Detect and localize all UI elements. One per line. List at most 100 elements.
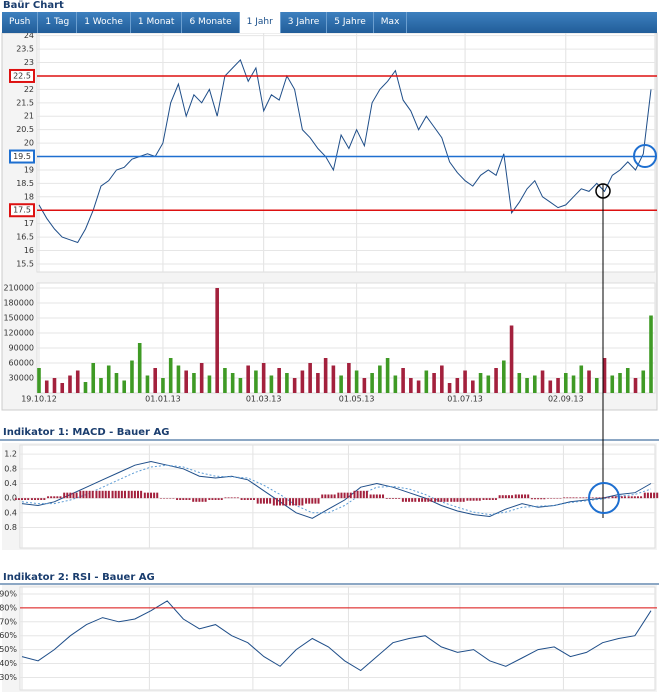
volume-bar bbox=[207, 375, 212, 393]
annotations bbox=[588, 144, 657, 518]
histogram-bar bbox=[114, 490, 117, 499]
histogram-bar bbox=[123, 490, 126, 499]
volume-bar bbox=[300, 370, 305, 393]
y-tick-label: 0.8 bbox=[4, 464, 17, 473]
y-tick-label: 17 bbox=[24, 219, 34, 228]
volume-bar bbox=[571, 375, 576, 393]
histogram-bar bbox=[30, 498, 33, 500]
y-tick-label: 210000 bbox=[3, 284, 34, 293]
histogram-bar bbox=[388, 498, 391, 499]
histogram-bar bbox=[369, 494, 372, 499]
histogram-bar bbox=[311, 498, 314, 504]
volume-bar bbox=[532, 375, 537, 393]
page-title: Baür Chart bbox=[3, 0, 64, 11]
histogram-bar bbox=[127, 490, 130, 499]
volume-bar bbox=[199, 363, 204, 393]
histogram-bar bbox=[176, 498, 179, 500]
volume-bar bbox=[137, 343, 142, 393]
histogram-bar bbox=[362, 490, 365, 499]
histogram-bar bbox=[301, 498, 304, 506]
tab[interactable]: Max bbox=[374, 12, 408, 33]
volume-bar bbox=[416, 380, 421, 393]
volume-bar bbox=[277, 368, 281, 393]
y-tick-label: 0.4 bbox=[4, 508, 17, 517]
tab[interactable]: 1 Jahr bbox=[239, 12, 281, 33]
volume-bar bbox=[99, 378, 103, 393]
line bbox=[21, 600, 652, 672]
histogram-bar bbox=[646, 492, 649, 499]
histogram-bar bbox=[111, 490, 114, 499]
histogram-bar bbox=[317, 498, 320, 504]
histogram-bar bbox=[427, 498, 430, 502]
histogram-bar bbox=[343, 492, 346, 499]
tab[interactable]: 1 Tag bbox=[38, 12, 78, 33]
volume-bar bbox=[509, 325, 514, 393]
histogram-bar bbox=[308, 498, 311, 504]
tab[interactable]: 3 Jahre bbox=[281, 12, 328, 33]
histogram-bar bbox=[550, 498, 553, 499]
histogram-bar bbox=[288, 498, 291, 506]
histogram-bar bbox=[82, 490, 85, 499]
histogram-bar bbox=[259, 498, 262, 504]
histogram-bar bbox=[466, 498, 469, 501]
histogram-bar bbox=[556, 498, 559, 499]
histogram-bar bbox=[233, 497, 236, 499]
volume-bar bbox=[316, 373, 320, 393]
histogram-bar bbox=[478, 498, 481, 501]
histogram-bar bbox=[421, 498, 424, 502]
histogram-bar bbox=[456, 498, 459, 502]
histogram-bar bbox=[66, 492, 69, 499]
tab[interactable]: 1 Monat bbox=[131, 12, 183, 33]
annotation bbox=[595, 183, 611, 199]
histogram-bar bbox=[430, 498, 433, 502]
histogram-bar bbox=[195, 498, 198, 502]
histogram-bar bbox=[104, 490, 107, 499]
volume-bar bbox=[68, 375, 72, 393]
histogram-bar bbox=[140, 490, 143, 499]
histogram-bar bbox=[340, 492, 343, 499]
histogram-bar bbox=[359, 490, 362, 499]
histogram-bar bbox=[37, 498, 40, 500]
volume-bar bbox=[347, 363, 351, 393]
histogram-bar bbox=[27, 498, 30, 500]
volume-bar bbox=[579, 365, 584, 393]
histogram-bar bbox=[356, 490, 359, 499]
histogram-bar bbox=[314, 498, 317, 504]
volume-bar bbox=[246, 365, 250, 393]
level-label: 19.5 bbox=[13, 152, 31, 161]
histogram-bar bbox=[59, 496, 62, 499]
histogram-bar bbox=[230, 497, 233, 499]
level-box bbox=[9, 149, 35, 164]
histogram-bar bbox=[582, 497, 585, 499]
histogram-bar bbox=[459, 498, 462, 502]
tab[interactable]: 5 Jahre bbox=[327, 12, 374, 33]
histogram-bar bbox=[604, 497, 607, 499]
volume-bar bbox=[378, 365, 382, 393]
volume-bar bbox=[354, 370, 359, 393]
y-tick-label: 90000 bbox=[9, 344, 34, 353]
tab[interactable]: Push bbox=[2, 12, 39, 33]
histogram-bar bbox=[418, 498, 421, 502]
volume-bar bbox=[409, 378, 413, 393]
histogram-bar bbox=[443, 498, 446, 502]
tab[interactable]: 6 Monate bbox=[182, 12, 240, 33]
histogram-bar bbox=[321, 494, 324, 499]
histogram-bar bbox=[375, 494, 378, 499]
y-tick-label: 23.5 bbox=[16, 45, 34, 54]
y-tick-label: 70% bbox=[0, 617, 17, 626]
volume-bar bbox=[385, 358, 390, 393]
histogram-bar bbox=[214, 498, 217, 500]
tab[interactable]: 1 Woche bbox=[77, 12, 131, 33]
volume-bar bbox=[556, 378, 560, 393]
histogram-bar bbox=[414, 498, 417, 502]
volume-bar bbox=[455, 378, 460, 393]
histogram-bar bbox=[266, 498, 269, 504]
volume-bar bbox=[594, 378, 599, 393]
histogram-bar bbox=[47, 496, 50, 499]
histogram-bar bbox=[595, 497, 598, 499]
histogram-bar bbox=[150, 492, 153, 499]
histogram-bar bbox=[559, 498, 562, 499]
histogram-bar bbox=[79, 490, 82, 499]
histogram-bar bbox=[192, 498, 195, 502]
y-tick-label: 21.5 bbox=[16, 98, 34, 107]
